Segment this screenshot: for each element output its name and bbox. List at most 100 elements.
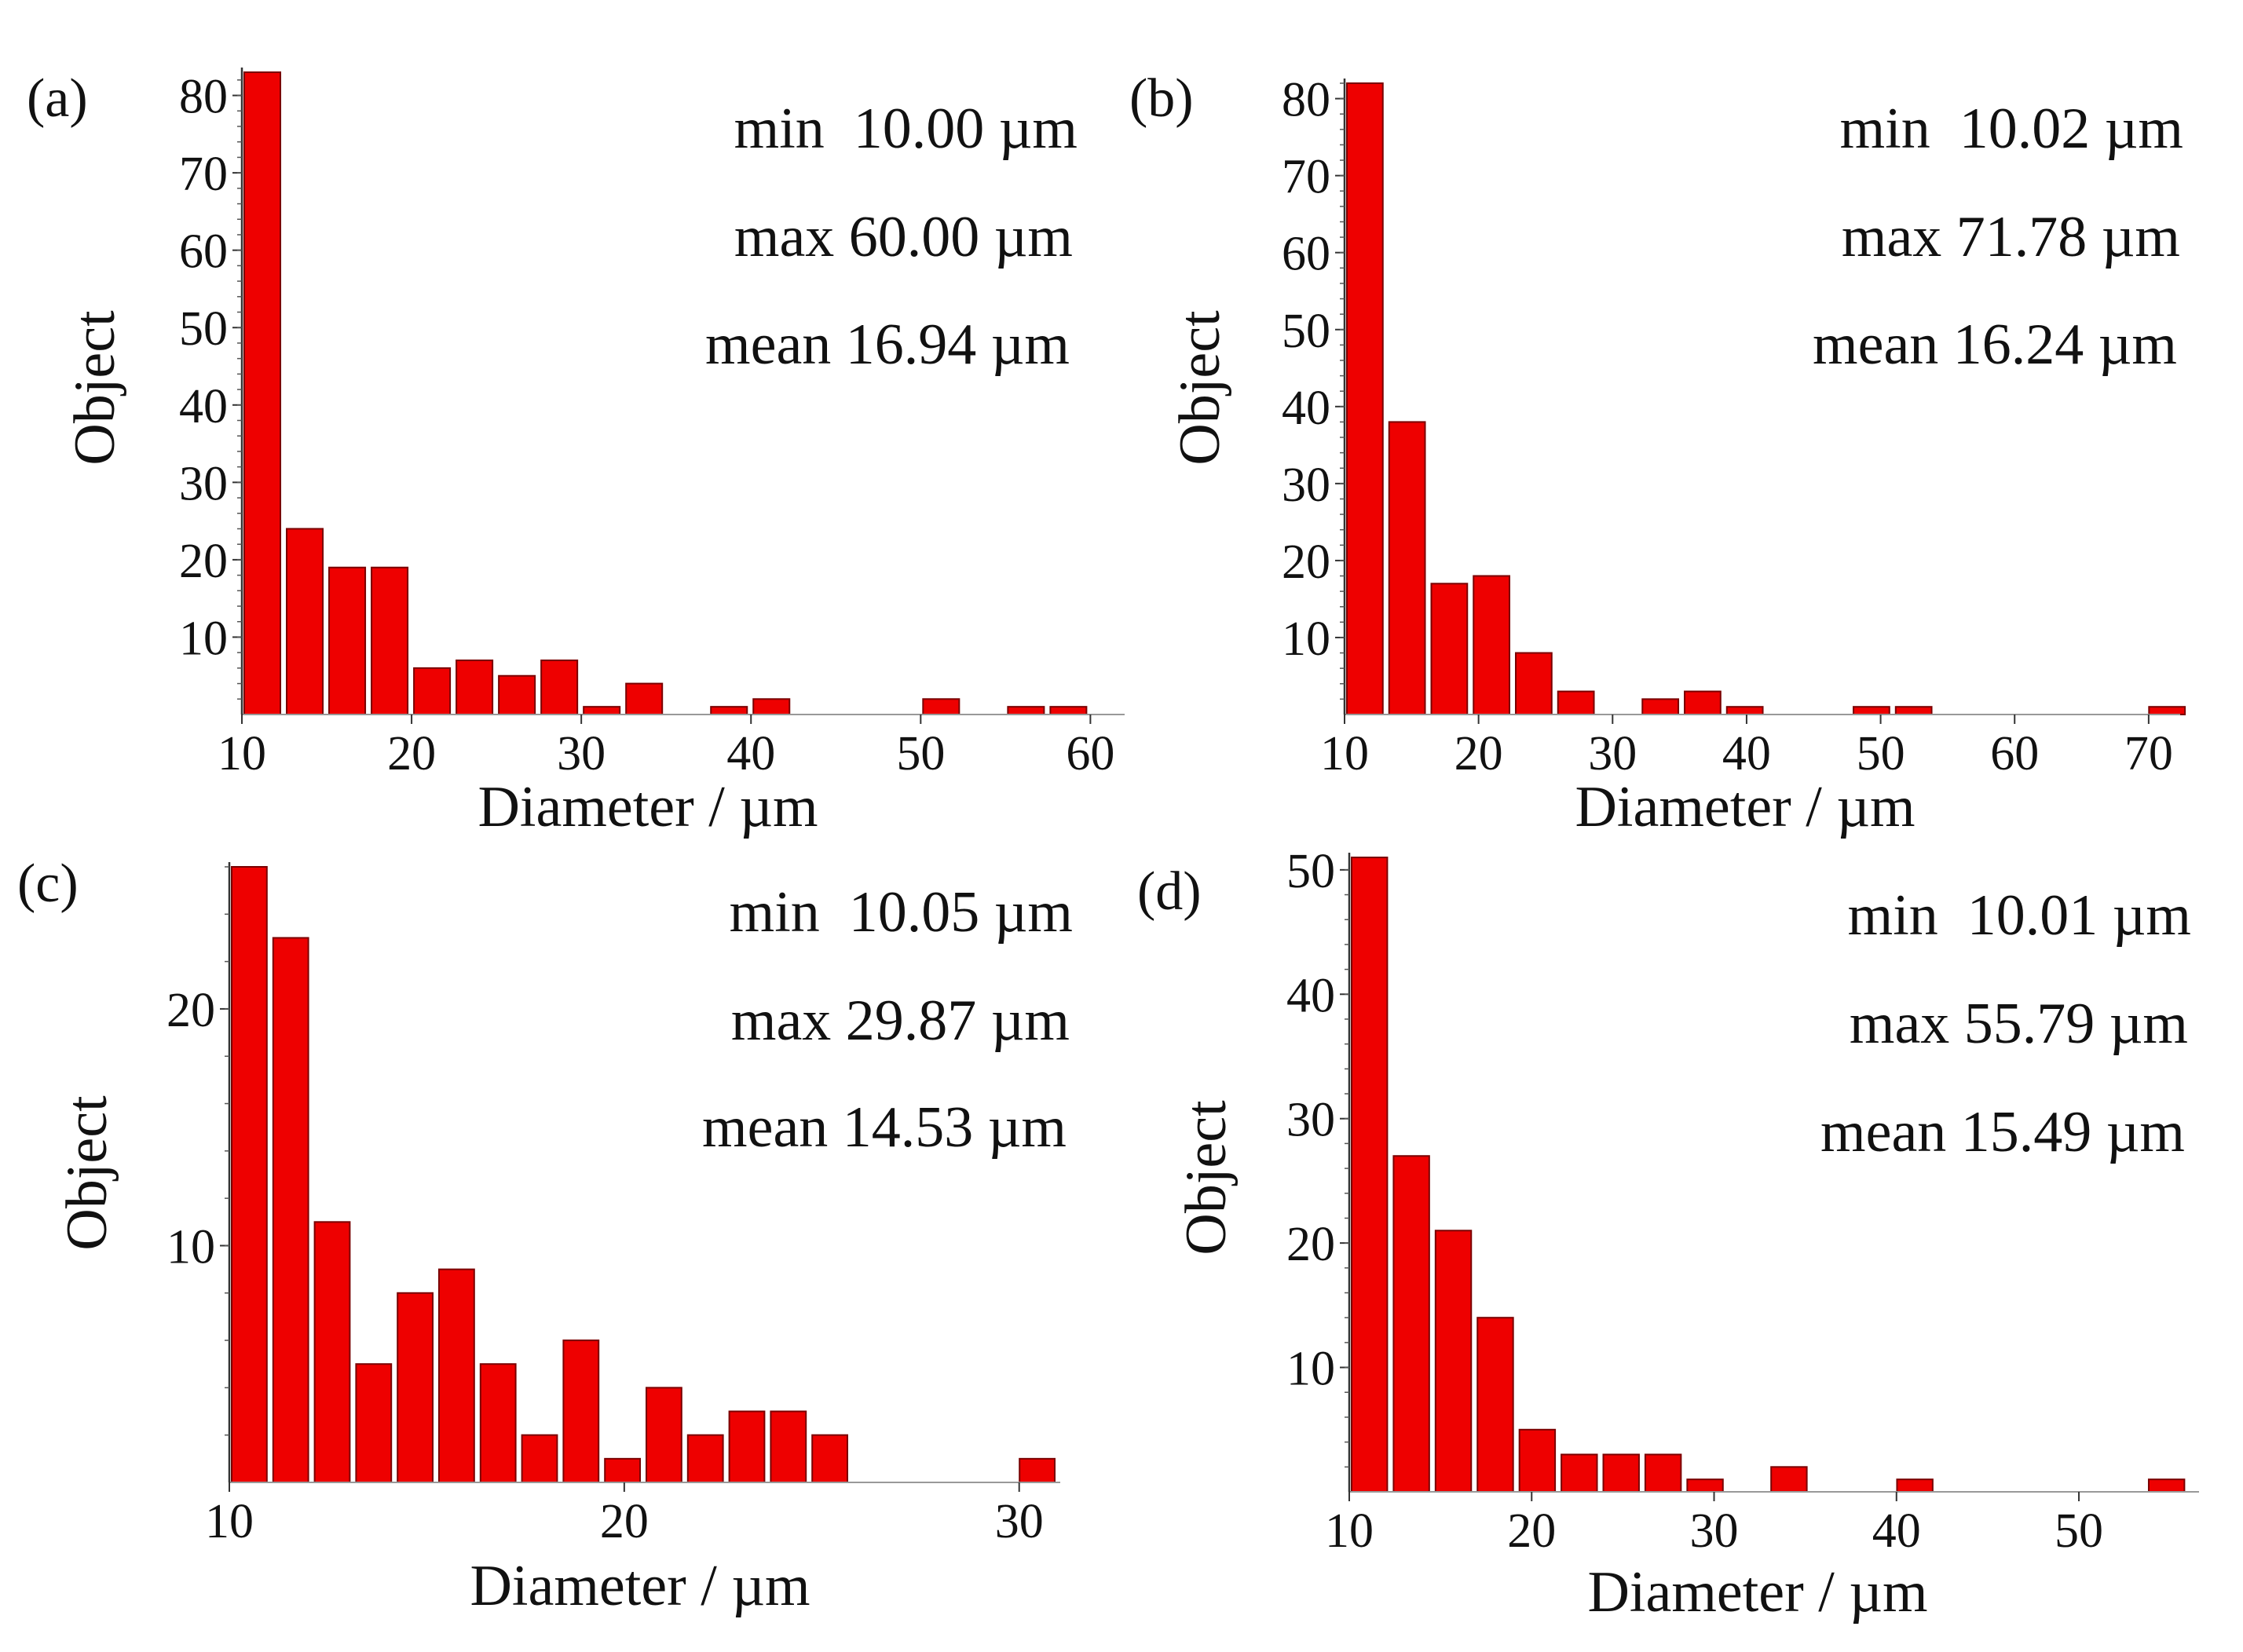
bar-b-4 bbox=[1515, 652, 1553, 715]
bar-c-13 bbox=[770, 1410, 807, 1483]
bar-a-6 bbox=[498, 674, 536, 716]
stat-mean: mean 16.94 µm bbox=[705, 312, 1070, 377]
bar-b-6 bbox=[1641, 698, 1680, 716]
x-tick-label: 10 bbox=[1325, 1504, 1374, 1558]
bar-d-7 bbox=[1644, 1453, 1682, 1493]
bar-a-3 bbox=[371, 566, 409, 716]
bar-c-0 bbox=[231, 866, 268, 1483]
y-axis-label: Object bbox=[63, 310, 127, 466]
bar-d-5 bbox=[1561, 1453, 1598, 1493]
y-tick-label: 20 bbox=[166, 984, 215, 1037]
y-tick-label: 50 bbox=[179, 302, 228, 356]
y-tick-label: 40 bbox=[1282, 382, 1330, 435]
y-tick-label: 30 bbox=[1282, 459, 1330, 512]
y-tick-label: 80 bbox=[1282, 74, 1330, 127]
stat-mean: mean 14.53 µm bbox=[702, 1095, 1067, 1160]
bar-b-5 bbox=[1557, 690, 1595, 716]
stat-max: max 55.79 µm bbox=[1850, 992, 2188, 1056]
bar-d-8 bbox=[1686, 1478, 1724, 1493]
panel-label: (b) bbox=[1129, 68, 1194, 129]
panel-d: (d) Object Diameter / µm min 10.01 µm ma… bbox=[1137, 861, 2191, 1625]
y-tick-label: 40 bbox=[179, 380, 228, 433]
bar-c-14 bbox=[811, 1434, 848, 1483]
x-axis-label: Diameter / µm bbox=[1575, 775, 1915, 839]
y-tick-label: 70 bbox=[179, 148, 228, 201]
bar-d-1 bbox=[1392, 1155, 1430, 1493]
bar-d-4 bbox=[1518, 1428, 1557, 1493]
bar-b-2 bbox=[1430, 583, 1469, 715]
bar-c-15 bbox=[1019, 1457, 1056, 1484]
stat-max: max 60.00 µm bbox=[734, 205, 1073, 269]
bar-b-8 bbox=[1725, 706, 1764, 716]
y-tick-label: 50 bbox=[1282, 305, 1330, 358]
y-tick-label: 10 bbox=[1282, 612, 1330, 666]
y-axis-label: Object bbox=[1174, 1100, 1239, 1255]
bar-d-3 bbox=[1476, 1317, 1514, 1493]
x-tick-label: 30 bbox=[557, 727, 606, 780]
y-tick-label: 30 bbox=[179, 457, 228, 510]
bar-a-12 bbox=[922, 698, 961, 716]
x-tick-label: 10 bbox=[218, 727, 266, 780]
y-tick-label: 30 bbox=[1286, 1094, 1335, 1147]
bar-b-1 bbox=[1388, 421, 1426, 715]
stat-min: min 10.02 µm bbox=[1840, 97, 2183, 161]
stat-min: min 10.05 µm bbox=[730, 880, 1073, 945]
panel-label: (c) bbox=[17, 853, 79, 914]
y-axis-label: Object bbox=[55, 1095, 119, 1251]
y-tick-label: 50 bbox=[1286, 845, 1335, 898]
bar-c-4 bbox=[397, 1292, 434, 1484]
x-tick-label: 10 bbox=[1320, 727, 1369, 780]
bar-c-12 bbox=[728, 1410, 766, 1483]
bar-c-5 bbox=[438, 1268, 475, 1483]
y-axis-label: Object bbox=[1168, 310, 1232, 466]
x-tick-label: 20 bbox=[600, 1495, 649, 1548]
y-tick-label: 60 bbox=[1282, 228, 1330, 281]
x-tick-label: 30 bbox=[995, 1495, 1044, 1548]
x-tick-label: 50 bbox=[896, 727, 945, 780]
bar-a-13 bbox=[1007, 706, 1045, 716]
y-tick-label: 10 bbox=[1286, 1343, 1335, 1396]
y-tick-label: 20 bbox=[1282, 535, 1330, 589]
y-tick-label: 20 bbox=[1286, 1218, 1335, 1271]
y-tick-label: 70 bbox=[1282, 151, 1330, 204]
stat-min: min 10.01 µm bbox=[1848, 883, 2191, 948]
bar-b-9 bbox=[1853, 706, 1890, 716]
bar-c-10 bbox=[646, 1387, 682, 1484]
bar-c-8 bbox=[562, 1340, 600, 1483]
bar-b-10 bbox=[1894, 706, 1933, 716]
bar-c-1 bbox=[272, 937, 309, 1483]
bar-a-11 bbox=[752, 698, 791, 716]
y-tick-label: 20 bbox=[179, 535, 228, 588]
bar-a-8 bbox=[583, 706, 621, 716]
y-tick-label: 10 bbox=[166, 1220, 215, 1274]
bar-d-6 bbox=[1602, 1453, 1640, 1493]
bar-b-11 bbox=[2148, 706, 2186, 716]
x-tick-label: 60 bbox=[1990, 727, 2039, 780]
bar-b-3 bbox=[1473, 575, 1511, 716]
x-axis-label: Diameter / µm bbox=[1587, 1560, 1927, 1625]
y-tick-label: 10 bbox=[179, 612, 228, 665]
bar-a-1 bbox=[286, 528, 324, 716]
bar-a-5 bbox=[456, 660, 494, 715]
x-tick-label: 20 bbox=[1454, 727, 1503, 780]
y-tick-label: 60 bbox=[179, 225, 228, 279]
bar-b-0 bbox=[1346, 82, 1384, 715]
bar-d-11 bbox=[2147, 1478, 2186, 1493]
x-axis-label: Diameter / µm bbox=[470, 1554, 810, 1618]
panel-a: (a) Object Diameter / µm min 10.00 µm ma… bbox=[27, 68, 1078, 839]
bar-d-10 bbox=[1896, 1478, 1934, 1493]
x-tick-label: 30 bbox=[1690, 1504, 1739, 1558]
bar-a-2 bbox=[328, 566, 367, 716]
bar-a-4 bbox=[413, 667, 452, 716]
y-tick-label: 40 bbox=[1286, 969, 1335, 1022]
bar-d-2 bbox=[1434, 1230, 1473, 1493]
bar-a-0 bbox=[243, 71, 282, 715]
bar-c-7 bbox=[521, 1434, 558, 1483]
x-tick-label: 10 bbox=[205, 1495, 254, 1548]
stat-max: max 71.78 µm bbox=[1842, 205, 2180, 269]
stat-mean: mean 16.24 µm bbox=[1813, 312, 2177, 377]
x-axis-label: Diameter / µm bbox=[478, 775, 818, 839]
bar-c-9 bbox=[604, 1457, 642, 1484]
x-tick-label: 30 bbox=[1588, 727, 1637, 780]
